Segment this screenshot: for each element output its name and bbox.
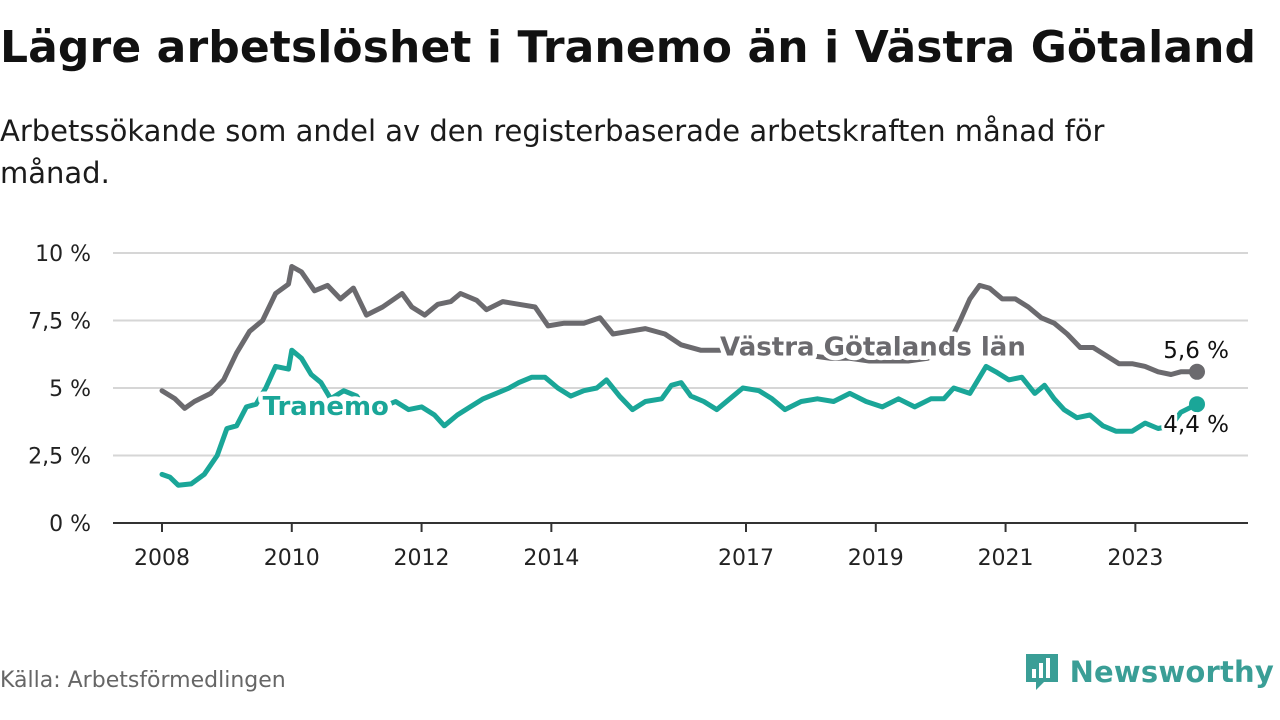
x-tick-label: 2012: [394, 546, 450, 571]
x-axis: 2008 2010 2012 2014 2017 2019 2021 2023: [113, 522, 1248, 571]
y-tick-label: 2,5 %: [28, 445, 91, 470]
x-tick-label: 2021: [978, 546, 1034, 571]
x-tick-label: 2014: [523, 546, 579, 571]
x-tick-label: 2008: [134, 546, 190, 571]
end-value-label-v-stra-g-talands-l-n: 5,6 %: [1163, 338, 1229, 364]
x-tick-label: 2010: [264, 546, 320, 571]
x-tick-label: 2017: [718, 546, 774, 571]
series-label-tranemo: Tranemo: [263, 392, 389, 422]
end-value-label-tranemo: 4,4 %: [1163, 412, 1229, 438]
y-axis: 0 % 2,5 % 5 % 7,5 % 10 %: [28, 242, 91, 537]
series-line-v-stra-g-talands-l-n: [159, 264, 1200, 411]
brand-name: Newsworthy: [1069, 655, 1274, 689]
newsworthy-logo-icon: [1025, 654, 1058, 690]
series-label-v-stra-g-talands-l-n: Västra Götalands län: [720, 333, 1026, 363]
y-tick-label: 0 %: [49, 512, 91, 537]
y-tick-label: 10 %: [35, 242, 91, 267]
x-tick-label: 2023: [1107, 546, 1163, 571]
chart-subtitle: Arbetssökande som andel av den registerb…: [0, 114, 1105, 190]
series-layer: [159, 264, 1205, 488]
series-line-tranemo: [159, 347, 1200, 488]
grid-lines: [113, 252, 1248, 457]
source-note: Källa: Arbetsförmedlingen: [0, 668, 286, 693]
x-tick-label: 2019: [848, 546, 904, 571]
y-tick-label: 7,5 %: [28, 310, 91, 335]
label-layer: Västra Götalands län 5,6 % Tranemo 4,4 %: [258, 328, 1232, 441]
end-marker-tranemo: [1189, 396, 1205, 413]
y-tick-label: 5 %: [49, 377, 91, 402]
end-marker-v-stra-g-talands-l-n: [1189, 363, 1205, 380]
brand-logo[interactable]: Newsworthy: [1024, 652, 1274, 692]
chart-title: Lägre arbetslöshet i Tranemo än i Västra…: [0, 22, 1257, 73]
